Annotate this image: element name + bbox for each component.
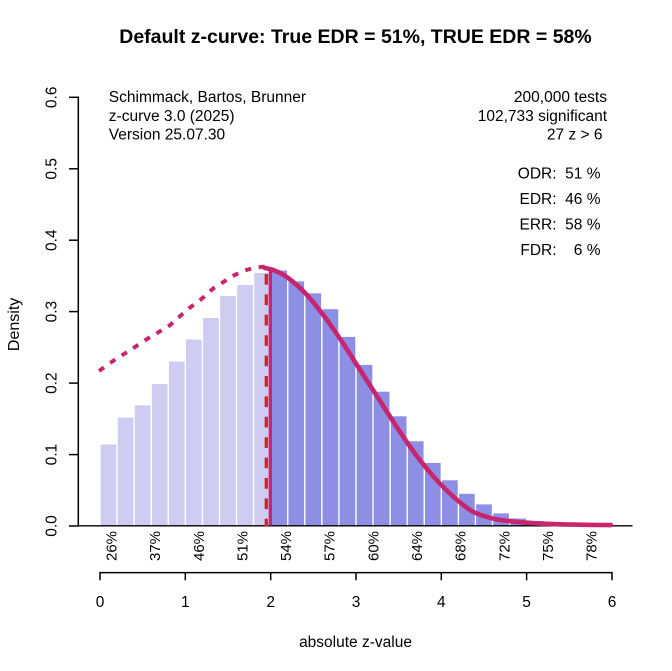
svg-text:z-curve 3.0 (2025): z-curve 3.0 (2025) xyxy=(109,108,235,125)
svg-text:6: 6 xyxy=(608,594,617,611)
svg-text:54%: 54% xyxy=(278,531,295,561)
svg-text:EDR: 46 %: EDR: 46 % xyxy=(520,191,601,208)
svg-text:37%: 37% xyxy=(147,531,164,561)
svg-text:5: 5 xyxy=(522,594,531,611)
svg-text:27 z > 6: 27 z > 6 xyxy=(547,127,603,144)
svg-text:0.3: 0.3 xyxy=(43,301,60,323)
svg-text:0.2: 0.2 xyxy=(43,372,60,394)
svg-text:26%: 26% xyxy=(104,531,121,561)
svg-text:Default z-curve: True EDR = 51: Default z-curve: True EDR = 51%, TRUE ED… xyxy=(119,26,591,48)
svg-text:68%: 68% xyxy=(453,531,470,561)
svg-text:75%: 75% xyxy=(540,531,557,561)
svg-text:0.4: 0.4 xyxy=(43,229,60,251)
svg-text:0.5: 0.5 xyxy=(43,158,60,180)
svg-text:3: 3 xyxy=(352,594,361,611)
svg-text:0.6: 0.6 xyxy=(43,87,60,109)
svg-text:64%: 64% xyxy=(409,531,426,561)
svg-text:200,000 tests: 200,000 tests xyxy=(514,89,607,106)
svg-text:51%: 51% xyxy=(234,531,251,561)
svg-text:Density: Density xyxy=(6,298,23,351)
svg-text:2: 2 xyxy=(266,594,275,611)
svg-text:Schimmack, Bartos, Brunner: Schimmack, Bartos, Brunner xyxy=(109,89,306,106)
svg-text:0.0: 0.0 xyxy=(43,515,60,537)
svg-text:1: 1 xyxy=(181,594,190,611)
svg-text:78%: 78% xyxy=(584,531,601,561)
svg-text:57%: 57% xyxy=(322,531,339,561)
svg-text:absolute z-value: absolute z-value xyxy=(299,634,412,651)
svg-text:FDR: 6 %: FDR: 6 % xyxy=(520,242,600,259)
svg-text:60%: 60% xyxy=(365,531,382,561)
svg-text:72%: 72% xyxy=(496,531,513,561)
svg-text:ERR: 58 %: ERR: 58 % xyxy=(520,216,601,233)
svg-text:46%: 46% xyxy=(191,531,208,561)
svg-text:0: 0 xyxy=(96,594,105,611)
svg-text:102,733 significant: 102,733 significant xyxy=(478,108,608,125)
svg-text:Version 25.07.30: Version 25.07.30 xyxy=(109,127,226,144)
svg-text:0.1: 0.1 xyxy=(43,444,60,466)
svg-text:4: 4 xyxy=(437,594,446,611)
svg-text:ODR: 51 %: ODR: 51 % xyxy=(518,166,601,183)
